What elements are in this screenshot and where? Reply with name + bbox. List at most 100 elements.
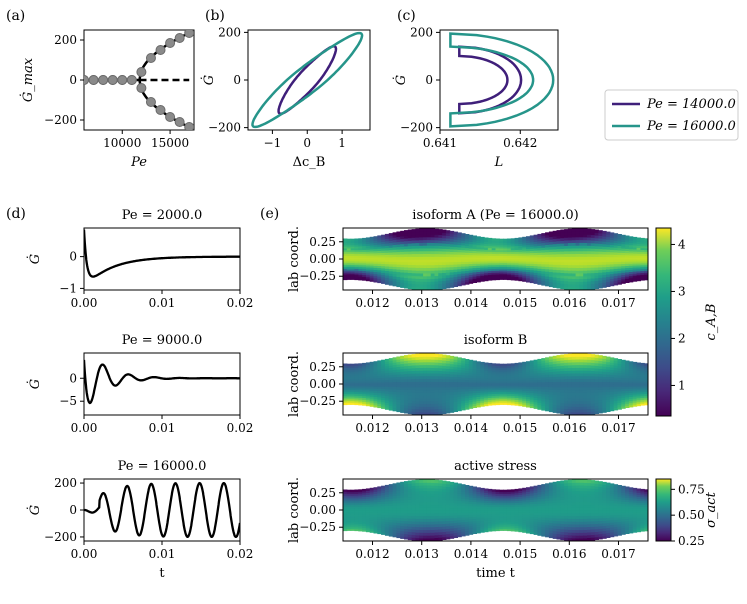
heatmap-cell [449, 276, 455, 281]
heatmap-cell [506, 511, 512, 515]
heatmap-cell [377, 514, 382, 517]
heatmap-cell [438, 394, 443, 399]
heatmap-cell [362, 521, 367, 524]
heatmap-cell [552, 269, 558, 273]
heatmap-cell [594, 235, 599, 239]
heatmap-cell [423, 406, 428, 410]
heatmap-cell [617, 272, 622, 276]
heatmap-cell [484, 517, 489, 521]
heatmap-cell [567, 362, 573, 366]
heatmap-cell [514, 385, 519, 389]
heatmap-cell [518, 251, 523, 254]
heatmap-cell [514, 245, 519, 249]
heatmap-cell [571, 353, 577, 357]
heatmap-cell [575, 239, 580, 243]
heatmap-cell [434, 364, 439, 369]
heatmap-cell [438, 400, 443, 404]
heatmap-cell [343, 510, 348, 513]
heatmap-cell [625, 381, 630, 385]
panel-label-c: (c) [397, 8, 416, 24]
heatmap-cell [396, 525, 401, 529]
heatmap-cell [609, 359, 615, 363]
heatmap-cell [541, 372, 546, 376]
heatmap-cell [457, 246, 462, 250]
heatmap-cell [453, 369, 458, 373]
heatmap-cell [476, 516, 481, 519]
heatmap-cell [556, 269, 561, 273]
heatmap-cell [579, 356, 584, 360]
heatmap-cell [400, 533, 405, 537]
heatmap-cell [396, 485, 401, 489]
heatmap-cell [484, 276, 489, 280]
heatmap-cell [613, 407, 619, 411]
heatmap-cell [484, 247, 489, 250]
heatmap-cell [407, 386, 413, 390]
heatmap-cell [434, 392, 439, 396]
heatmap-cell [442, 283, 447, 287]
heatmap-cell [423, 507, 428, 511]
heatmap-cell [373, 256, 378, 260]
heatmap-cell [346, 515, 352, 518]
heatmap-cell [484, 249, 489, 252]
heatmap-cell [465, 368, 470, 371]
heatmap-cell [384, 388, 390, 392]
heatmap-cell [526, 381, 531, 385]
heatmap-cell [346, 519, 352, 522]
heatmap-cell [533, 263, 538, 267]
heatmap-cell [457, 490, 462, 494]
heatmap-cell [377, 518, 382, 522]
heatmap-cell [453, 532, 458, 536]
heatmap-cell [350, 365, 355, 368]
heatmap-cell [644, 262, 648, 266]
heatmap-cell [632, 382, 638, 385]
heatmap-cell [468, 510, 474, 513]
heatmap-cell [373, 404, 378, 408]
heatmap-cell [499, 251, 504, 254]
heatmap-cell [571, 386, 577, 391]
heatmap-cell [445, 528, 451, 532]
heatmap-cell [476, 493, 481, 497]
heatmap-cell [350, 384, 355, 387]
heatmap-cell [625, 241, 630, 245]
heatmap-cell [484, 529, 489, 533]
heatmap-cell [438, 482, 443, 487]
heatmap-cell [491, 382, 497, 385]
heatmap-cell [415, 521, 420, 525]
heatmap-cell [381, 510, 386, 513]
heatmap-cell [430, 510, 436, 514]
heatmap-cell [575, 364, 580, 368]
heatmap-cell [362, 278, 367, 281]
heatmap-cell [381, 241, 386, 245]
heatmap-cells [343, 228, 648, 290]
heatmap-cell [373, 269, 378, 273]
heatmap-cell [499, 382, 504, 385]
heatmap-cell [522, 506, 527, 509]
heatmap-cell [510, 259, 516, 262]
heatmap-cell [487, 378, 493, 381]
heatmap-cell [377, 492, 382, 496]
heatmap-cell [518, 261, 523, 264]
heatmap-cell [426, 267, 432, 271]
heatmap-cell [613, 235, 619, 239]
heatmap-cell [358, 268, 363, 271]
heatmap-cell [644, 382, 648, 385]
heatmap-cell [426, 397, 432, 402]
heatmap-cell [415, 395, 420, 399]
heatmap-cell [602, 404, 607, 408]
heatmap-cell [468, 392, 474, 396]
heatmap-cell [575, 264, 580, 268]
heatmap-cell [514, 251, 519, 254]
heatmap-cell [495, 523, 500, 526]
heatmap-cell [529, 405, 535, 409]
heatmap-cell [594, 386, 599, 390]
heatmap-cell [617, 254, 622, 258]
heatmap-cell [480, 382, 485, 385]
heatmap-cell [426, 228, 432, 232]
heatmap-cell [564, 250, 569, 255]
heatmap-cell [411, 526, 416, 530]
heatmap-cell [514, 382, 519, 385]
heatmap-cell [579, 253, 584, 257]
heatmap-cell [541, 249, 546, 253]
heatmap-cell [506, 365, 512, 368]
heatmap-cell [510, 496, 516, 500]
